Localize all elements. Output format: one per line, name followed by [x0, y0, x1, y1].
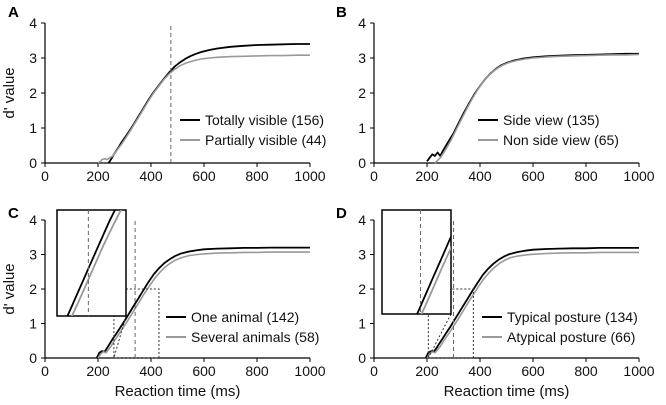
x-tick-label-a: 800 [245, 168, 269, 184]
y-tick-label-d: 0 [358, 350, 366, 366]
x-tick-label-b: 600 [521, 168, 545, 184]
y-tick-label-d: 2 [358, 281, 366, 297]
x-tick-label-a: 200 [86, 168, 110, 184]
y-tick-label-a: 4 [29, 15, 37, 31]
panel-letter-a: A [8, 4, 19, 21]
x-tick-label-c: 1000 [294, 363, 325, 379]
panel-b: B 0 200 400 600 800 1000 0 1 2 3 4 Side view (135) No… [336, 4, 655, 184]
series-line-a-2 [97, 54, 310, 164]
legend-label-b-1: Side view (135) [503, 112, 600, 128]
series-line-d-1 [424, 246, 639, 359]
series-line-b-2 [434, 53, 640, 164]
y-tick-label-b: 0 [358, 155, 366, 171]
x-axis-label-c: Reaction time (ms) [115, 383, 241, 400]
x-tick-label-a: 600 [192, 168, 216, 184]
y-axis-label-c: d' value [1, 263, 18, 314]
y-tick-label-b: 3 [358, 50, 366, 66]
x-tick-label-d: 800 [574, 363, 598, 379]
zoom-box-c [113, 288, 160, 359]
x-tick-label-a: 400 [139, 168, 163, 184]
panel-letter-b: B [336, 4, 347, 21]
x-tick-label-a: 0 [41, 168, 49, 184]
inset-d [381, 209, 452, 315]
x-axis-label-d: Reaction time (ms) [444, 383, 570, 400]
legend-label-c-1: One animal (142) [191, 309, 299, 325]
y-tick-label-c: 3 [29, 247, 37, 263]
y-axis-label-a: d' value [1, 67, 18, 118]
x-tick-label-c: 600 [192, 363, 216, 379]
zoom-connector-d [427, 313, 452, 359]
y-tick-label-d: 3 [358, 247, 366, 263]
legend-label-a-1: Totally visible (156) [205, 112, 324, 128]
y-tick-label-d: 1 [358, 316, 366, 332]
x-tick-label-b: 200 [415, 168, 439, 184]
x-tick-label-d: 400 [468, 363, 492, 379]
y-tick-label-a: 1 [29, 120, 37, 136]
zoom-connector-c [113, 315, 127, 359]
y-tick-label-c: 2 [29, 281, 37, 297]
series-line-c-2 [97, 251, 310, 359]
panel-a: A 0 200 400 600 800 1000 0 1 2 3 4 d' value Totally v… [1, 4, 326, 184]
y-tick-label-b: 4 [358, 15, 366, 31]
panel-d: D 0 200 400 600 800 1000 0 1 2 3 4 Reaction time (ms… [336, 205, 655, 400]
y-tick-label-d: 4 [358, 212, 366, 228]
x-tick-label-b: 800 [574, 168, 598, 184]
panel-c: C 0 200 400 600 800 1000 0 1 2 3 4 d' value Reaction … [1, 205, 326, 400]
x-tick-label-d: 600 [521, 363, 545, 379]
y-tick-label-b: 1 [358, 120, 366, 136]
legend-label-b-2: Non side view (65) [503, 132, 619, 148]
series-line-d-2 [426, 251, 639, 359]
x-tick-label-d: 200 [415, 363, 439, 379]
legend-label-c-2: Several animals (58) [191, 329, 319, 345]
x-tick-label-c: 200 [86, 363, 110, 379]
zoom-box-d [427, 288, 474, 359]
panel-letter-c: C [8, 205, 19, 222]
inset-c [56, 209, 127, 317]
x-tick-label-b: 400 [468, 168, 492, 184]
x-tick-label-d: 0 [370, 363, 378, 379]
y-tick-label-c: 1 [29, 316, 37, 332]
y-tick-label-a: 0 [29, 155, 37, 171]
x-tick-label-c: 800 [245, 363, 269, 379]
y-tick-label-c: 0 [29, 350, 37, 366]
x-tick-label-c: 0 [41, 363, 49, 379]
x-tick-label-c: 400 [139, 363, 163, 379]
legend-label-a-2: Partially visible (44) [205, 132, 326, 148]
series-line-c-1 [95, 246, 310, 359]
x-tick-label-d: 1000 [623, 363, 654, 379]
x-tick-label-a: 1000 [294, 168, 325, 184]
x-tick-label-b: 1000 [623, 168, 654, 184]
legend-label-d-1: Typical posture (134) [507, 309, 638, 325]
panel-letter-d: D [336, 205, 347, 222]
series-line-a-1 [107, 43, 310, 164]
x-tick-label-b: 0 [370, 168, 378, 184]
y-tick-label-b: 2 [358, 85, 366, 101]
y-tick-label-a: 2 [29, 85, 37, 101]
y-tick-label-c: 4 [29, 212, 37, 228]
y-tick-label-a: 3 [29, 50, 37, 66]
legend-label-d-2: Atypical posture (66) [507, 329, 635, 345]
